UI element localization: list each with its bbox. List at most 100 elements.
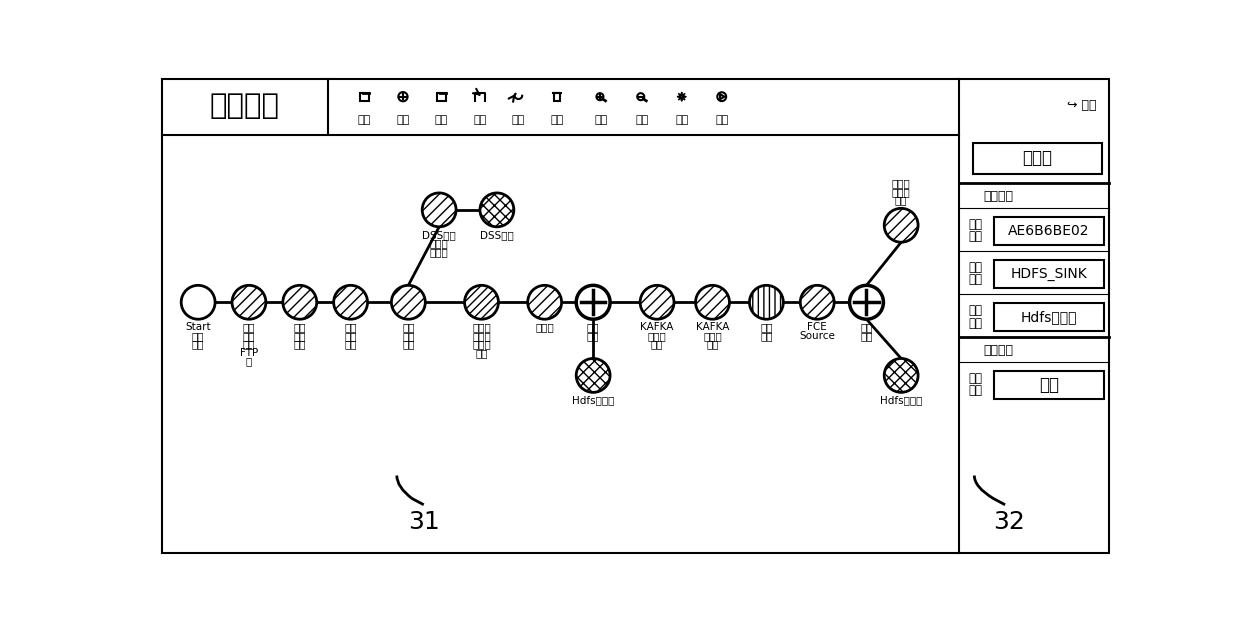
Circle shape bbox=[422, 193, 456, 227]
Text: 消费: 消费 bbox=[475, 347, 487, 357]
Text: 运行: 运行 bbox=[715, 115, 728, 125]
Circle shape bbox=[528, 285, 562, 319]
Bar bbox=[994, 260, 1104, 287]
Text: 组件: 组件 bbox=[968, 261, 982, 274]
Text: 全屏: 全屏 bbox=[675, 115, 688, 125]
Text: 数据集成: 数据集成 bbox=[210, 92, 279, 120]
Text: 复制: 复制 bbox=[435, 115, 448, 125]
Circle shape bbox=[640, 285, 675, 319]
Text: Hdfs落地端: Hdfs落地端 bbox=[880, 396, 923, 406]
Text: 源: 源 bbox=[246, 356, 252, 366]
Text: Hdfs落地端: Hdfs落地端 bbox=[572, 396, 614, 406]
Text: 落地: 落地 bbox=[968, 372, 982, 385]
Text: 落地: 落地 bbox=[402, 339, 414, 349]
Text: 复制: 复制 bbox=[587, 322, 599, 332]
Text: 人脸: 人脸 bbox=[345, 339, 357, 349]
Text: 数据: 数据 bbox=[968, 384, 982, 398]
Circle shape bbox=[577, 359, 610, 393]
Text: KAFKA: KAFKA bbox=[696, 322, 729, 332]
Circle shape bbox=[334, 285, 367, 319]
Text: 类型: 类型 bbox=[968, 274, 982, 287]
Bar bbox=[994, 371, 1104, 399]
Bar bbox=[436, 93, 446, 101]
Text: 抓拍: 抓拍 bbox=[243, 322, 255, 332]
Text: 标识: 标识 bbox=[968, 230, 982, 244]
Text: 32: 32 bbox=[993, 510, 1025, 534]
Bar bbox=[994, 303, 1104, 331]
Circle shape bbox=[465, 285, 498, 319]
Text: DSS落地: DSS落地 bbox=[480, 230, 513, 240]
Circle shape bbox=[392, 285, 425, 319]
Text: 特征: 特征 bbox=[402, 331, 414, 341]
Text: AE6B6BE02: AE6B6BE02 bbox=[1008, 223, 1090, 238]
Text: 消费: 消费 bbox=[345, 322, 357, 332]
Text: 人脸: 人脸 bbox=[1039, 376, 1059, 394]
Bar bbox=[360, 93, 370, 101]
Circle shape bbox=[577, 285, 610, 319]
Text: KAFKA: KAFKA bbox=[640, 322, 673, 332]
Text: 分支: 分支 bbox=[587, 331, 599, 341]
Circle shape bbox=[849, 285, 883, 319]
Text: 实时分: 实时分 bbox=[892, 178, 910, 188]
Text: 节点: 节点 bbox=[192, 339, 205, 349]
Circle shape bbox=[480, 193, 513, 227]
Text: 开始: 开始 bbox=[192, 331, 205, 341]
Text: 标准表: 标准表 bbox=[472, 322, 491, 332]
Circle shape bbox=[696, 285, 729, 319]
Text: 保存: 保存 bbox=[358, 115, 371, 125]
Text: 标准表: 标准表 bbox=[647, 331, 666, 341]
Circle shape bbox=[884, 359, 918, 393]
Text: 落地特: 落地特 bbox=[472, 331, 491, 341]
Text: 组件: 组件 bbox=[968, 218, 982, 231]
Text: 析结果: 析结果 bbox=[892, 187, 910, 197]
Text: 属性栏: 属性栏 bbox=[1023, 149, 1053, 167]
Text: 放大: 放大 bbox=[594, 115, 608, 125]
Text: 标准表: 标准表 bbox=[703, 331, 722, 341]
Circle shape bbox=[884, 208, 918, 242]
Text: Source: Source bbox=[800, 331, 836, 341]
Text: 人脸: 人脸 bbox=[294, 331, 306, 341]
Circle shape bbox=[749, 285, 784, 319]
Circle shape bbox=[800, 285, 835, 319]
Text: 缩小: 缩小 bbox=[635, 115, 649, 125]
Text: DSS落地: DSS落地 bbox=[423, 230, 456, 240]
Text: 人脸: 人脸 bbox=[243, 331, 255, 341]
Circle shape bbox=[283, 285, 316, 319]
Text: 消费: 消费 bbox=[707, 339, 719, 349]
Text: 征人脸: 征人脸 bbox=[472, 339, 491, 349]
Text: HDFS_SINK: HDFS_SINK bbox=[1011, 267, 1087, 281]
Text: 落地: 落地 bbox=[895, 195, 908, 205]
Text: 名称: 名称 bbox=[968, 317, 982, 329]
Bar bbox=[972, 143, 1102, 173]
Text: FTP: FTP bbox=[239, 347, 258, 357]
Text: 人脸: 人脸 bbox=[402, 322, 414, 332]
Text: 分支: 分支 bbox=[861, 331, 873, 341]
Text: 分析: 分析 bbox=[760, 331, 773, 341]
Text: 脸消费: 脸消费 bbox=[430, 247, 449, 257]
Text: 转换器: 转换器 bbox=[536, 322, 554, 332]
Text: Start: Start bbox=[185, 322, 211, 332]
Text: 落地: 落地 bbox=[651, 339, 663, 349]
Text: 基本属性: 基本属性 bbox=[983, 190, 1013, 202]
Bar bbox=[994, 217, 1104, 245]
Text: FCE: FCE bbox=[807, 322, 827, 332]
Circle shape bbox=[232, 285, 265, 319]
Text: ↪ 退出: ↪ 退出 bbox=[1068, 100, 1097, 113]
Text: 撤回: 撤回 bbox=[512, 115, 525, 125]
Bar bbox=[554, 93, 560, 101]
Text: 抓拍: 抓拍 bbox=[294, 322, 306, 332]
Text: 摆渡: 摆渡 bbox=[243, 339, 255, 349]
Text: 落地: 落地 bbox=[294, 339, 306, 349]
Text: 新建: 新建 bbox=[397, 115, 409, 125]
Text: 抓拍: 抓拍 bbox=[345, 331, 357, 341]
Text: 复制: 复制 bbox=[861, 322, 873, 332]
Text: Hdfs落地端: Hdfs落地端 bbox=[1021, 310, 1078, 324]
Text: 聚类: 聚类 bbox=[760, 322, 773, 332]
Text: 节点配置: 节点配置 bbox=[983, 344, 1013, 357]
Text: 选中: 选中 bbox=[474, 115, 486, 125]
Text: 删除: 删除 bbox=[551, 115, 564, 125]
Text: 组件: 组件 bbox=[968, 304, 982, 317]
Text: 31: 31 bbox=[408, 510, 440, 534]
Text: 特征人: 特征人 bbox=[430, 239, 449, 249]
Circle shape bbox=[181, 285, 215, 319]
